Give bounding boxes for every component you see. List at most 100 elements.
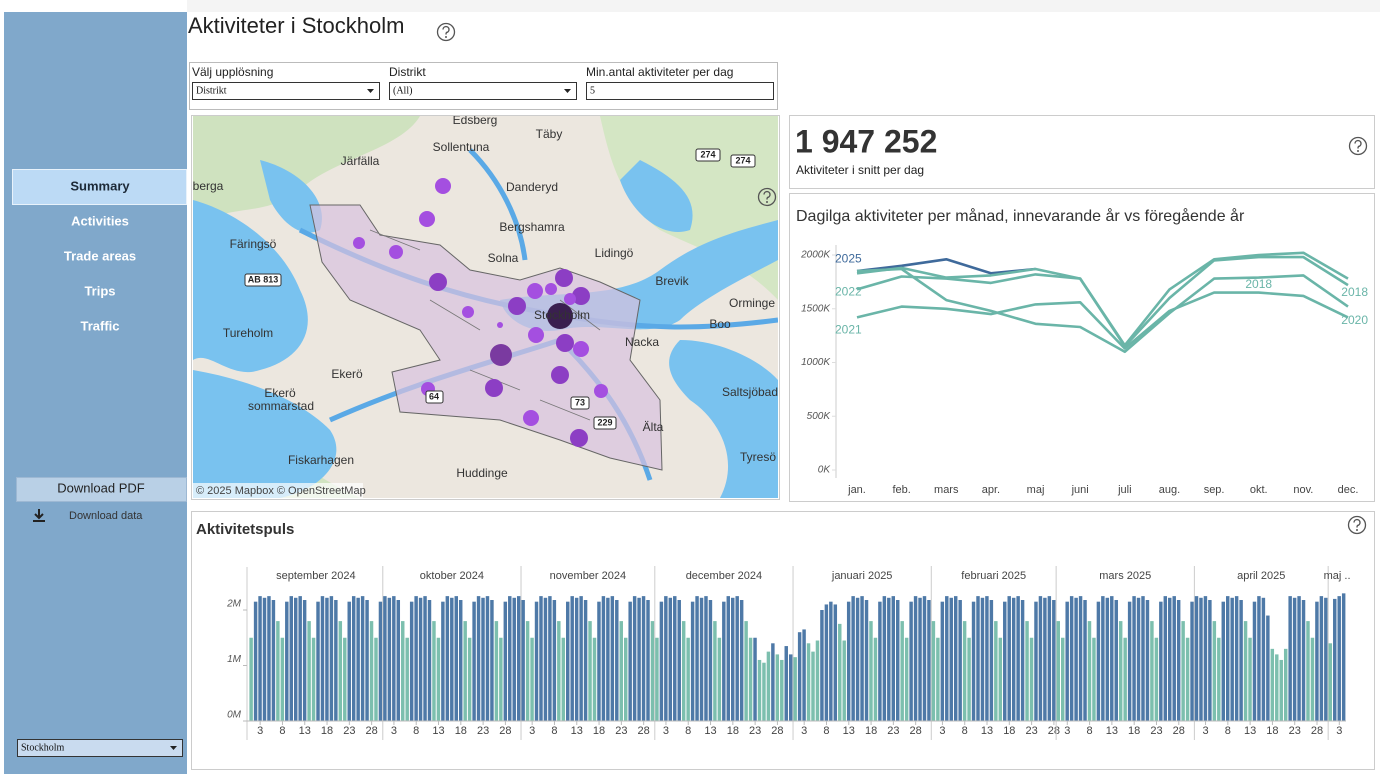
bar [312, 638, 315, 721]
bar [776, 654, 779, 721]
bar [1288, 596, 1291, 721]
x-tick-label: 3 [1202, 725, 1208, 737]
y-tick-label: 2000K [800, 250, 831, 261]
place-label: Sollentuna [433, 140, 490, 154]
bar [486, 596, 489, 721]
bar [1057, 621, 1060, 721]
place-label: Fiskarhagen [288, 453, 354, 467]
x-tick-label: 13 [1106, 725, 1118, 737]
bar [1034, 602, 1037, 721]
bar [481, 598, 484, 721]
district-marker[interactable] [564, 293, 576, 305]
district-marker[interactable] [594, 384, 608, 398]
bar [1146, 600, 1149, 721]
bar [1337, 596, 1340, 721]
bar [553, 600, 556, 721]
x-tick-label: okt. [1250, 484, 1268, 496]
map: Edsberg Täby Järfälla Sollentuna Dandery… [193, 113, 778, 498]
nav-item[interactable]: Summary [70, 178, 130, 193]
bar [272, 600, 275, 721]
x-tick-label: 13 [981, 725, 993, 737]
district-marker[interactable] [497, 322, 503, 328]
filter-input[interactable] [587, 83, 774, 100]
y-tick-label: 0K [818, 465, 832, 476]
district-marker[interactable] [435, 178, 451, 194]
district-marker[interactable] [485, 379, 503, 397]
nav-item[interactable]: Traffic [80, 318, 119, 333]
district-marker[interactable] [551, 366, 569, 384]
bar [1012, 598, 1015, 721]
x-tick-label: 28 [910, 725, 922, 737]
district-marker[interactable] [527, 283, 543, 299]
place-label: Ekerö [331, 367, 363, 381]
bar [513, 598, 516, 721]
district-marker[interactable] [570, 429, 588, 447]
top-band [187, 0, 1380, 12]
district-marker[interactable] [462, 306, 474, 318]
bar [1248, 638, 1251, 721]
place-label: Huddinge [456, 466, 508, 480]
place-label: Tyresö [740, 450, 776, 464]
download-pdf-label[interactable]: Download PDF [57, 480, 144, 495]
bar [1266, 616, 1269, 721]
district-marker[interactable] [389, 245, 403, 259]
district-marker[interactable] [429, 273, 447, 291]
nav-item[interactable]: Activities [71, 213, 129, 228]
month-label: april 2025 [1237, 570, 1285, 582]
city-select-value[interactable]: Stockholm [21, 742, 65, 753]
district-marker[interactable] [508, 297, 526, 315]
bar [878, 602, 881, 721]
page-title: Aktiviteter i Stockholm [188, 13, 404, 38]
district-marker[interactable] [353, 237, 365, 249]
help-glyph[interactable] [443, 27, 449, 35]
filter-input[interactable] [390, 83, 577, 100]
district-marker[interactable] [573, 341, 589, 357]
help-dot[interactable] [445, 36, 447, 38]
help-dot[interactable] [1356, 529, 1358, 531]
bar [1213, 621, 1216, 721]
bar [361, 596, 364, 721]
bar [570, 596, 573, 721]
x-tick-label: 3 [391, 725, 397, 737]
bar [1092, 638, 1095, 721]
download-data-label[interactable]: Download data [69, 510, 143, 522]
help-icon[interactable] [438, 24, 455, 41]
bar [646, 600, 649, 721]
bar [1324, 598, 1327, 721]
x-tick-label: 28 [1048, 725, 1060, 737]
bar [1320, 596, 1323, 721]
help-dot[interactable] [766, 201, 768, 203]
district-marker[interactable] [528, 327, 544, 343]
nav-item[interactable]: Trade areas [64, 248, 136, 263]
series-label: 2022 [835, 285, 862, 299]
x-tick-label: 23 [477, 725, 489, 737]
map-attribution[interactable]: © 2025 Mapbox © OpenStreetMap [196, 485, 366, 497]
filter-value[interactable]: Distrikt [196, 85, 227, 96]
district-marker[interactable] [490, 344, 512, 366]
bar [1333, 599, 1336, 721]
nav-item[interactable]: Trips [84, 283, 115, 298]
bar [517, 596, 520, 721]
y-tick-label: 1M [227, 654, 242, 665]
bar [633, 596, 636, 721]
x-tick-label: dec. [1338, 484, 1359, 496]
bar [1204, 596, 1207, 721]
place-label: Saltsjöbad [722, 385, 778, 399]
district-marker[interactable] [556, 334, 574, 352]
district-marker[interactable] [555, 269, 573, 287]
bar [1137, 598, 1140, 721]
x-tick-label: mars [934, 484, 959, 496]
bar [1141, 596, 1144, 721]
help-dot[interactable] [1357, 150, 1359, 152]
x-tick-label: juli [1117, 484, 1131, 496]
district-marker[interactable] [545, 283, 557, 295]
filter-value[interactable]: (All) [393, 85, 412, 96]
district-marker[interactable] [523, 410, 539, 426]
bar [700, 598, 703, 721]
bar [660, 602, 663, 721]
bar [428, 600, 431, 721]
road-number: 64 [429, 391, 439, 401]
filter-value[interactable]: 5 [590, 85, 595, 96]
place-label: Brevik [655, 274, 689, 288]
district-marker[interactable] [419, 211, 435, 227]
